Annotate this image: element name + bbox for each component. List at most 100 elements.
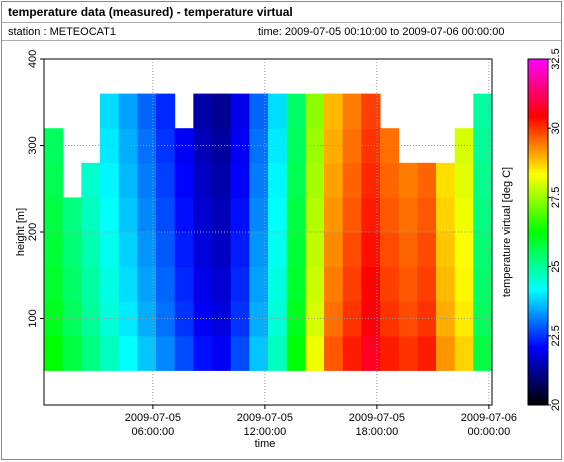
colorbar-tick-label: 30 xyxy=(550,122,562,134)
heatmap-cell xyxy=(62,301,82,337)
x-tick-label: 2009-07-05 18:00:00 xyxy=(349,412,405,438)
heatmap-cell xyxy=(380,232,400,268)
heatmap-cell xyxy=(212,266,232,302)
heatmap-cell xyxy=(305,162,325,198)
heatmap-cell xyxy=(398,162,418,198)
heatmap-cell xyxy=(100,232,120,268)
heatmap-cell xyxy=(454,266,474,302)
time-range: time: 2009-07-05 00:10:00 to 2009-07-06 … xyxy=(258,26,504,38)
heatmap-cell xyxy=(193,335,213,371)
heatmap-cell xyxy=(81,162,101,198)
heatmap-cell xyxy=(249,301,269,337)
heatmap-cell xyxy=(417,266,437,302)
colorbar-tick-label: 20 xyxy=(550,399,562,411)
heatmap-cell xyxy=(44,335,64,371)
heatmap-cell xyxy=(156,266,176,302)
heatmap-cell xyxy=(81,266,101,302)
heatmap-cell xyxy=(324,266,344,302)
heatmap-cell xyxy=(137,93,157,129)
colorbar-tick-label: 22.5 xyxy=(550,325,562,346)
heatmap-cell xyxy=(44,266,64,302)
heatmap-cell xyxy=(44,162,64,198)
heatmap-cell xyxy=(417,197,437,233)
heatmap-cell xyxy=(342,162,362,198)
x-tick-label: 2009-07-06 00:00:00 xyxy=(461,412,517,438)
y-tick-label: 300 xyxy=(27,136,39,154)
heatmap-cell xyxy=(268,93,288,129)
heatmap-cell xyxy=(230,266,250,302)
heatmap-cell xyxy=(268,266,288,302)
heatmap-cell xyxy=(193,93,213,129)
heatmap-cell xyxy=(324,301,344,337)
heatmap-cell xyxy=(361,335,381,371)
heatmap-cell xyxy=(137,197,157,233)
heatmap-cell xyxy=(212,93,232,129)
heatmap-cell xyxy=(249,335,269,371)
heatmap-cell xyxy=(212,232,232,268)
heatmap-cell xyxy=(286,197,306,233)
heatmap-cell xyxy=(249,162,269,198)
heatmap-cell xyxy=(118,162,138,198)
heatmap-cell xyxy=(81,335,101,371)
heatmap-cell xyxy=(380,162,400,198)
heatmap-cell xyxy=(118,232,138,268)
heatmap-cell xyxy=(361,197,381,233)
heatmap-cell xyxy=(454,232,474,268)
heatmap-cell xyxy=(212,162,232,198)
heatmap-cell xyxy=(137,162,157,198)
heatmap-cell xyxy=(268,128,288,164)
heatmap-cell xyxy=(454,335,474,371)
heatmap-cell xyxy=(62,266,82,302)
heatmap-cell xyxy=(361,301,381,337)
heatmap-cell xyxy=(44,197,64,233)
heatmap-cell xyxy=(193,128,213,164)
heatmap-cell xyxy=(118,93,138,129)
heatmap-cell xyxy=(268,197,288,233)
heatmap-cell xyxy=(324,197,344,233)
heatmap-cell xyxy=(100,301,120,337)
heatmap-cell xyxy=(193,301,213,337)
heatmap-cell xyxy=(324,128,344,164)
colorbar-tick-label: 32.5 xyxy=(550,48,562,69)
heatmap-cell xyxy=(174,162,194,198)
heatmap-cell xyxy=(286,162,306,198)
heatmap-cell xyxy=(436,301,456,337)
heatmap-cell xyxy=(286,266,306,302)
heatmap-cell xyxy=(230,197,250,233)
heatmap-cell xyxy=(342,128,362,164)
heatmap-cell xyxy=(398,266,418,302)
heatmap-cell xyxy=(156,162,176,198)
y-axis-label: height [m] xyxy=(15,208,27,256)
heatmap-cell xyxy=(473,335,493,371)
heatmap-cell xyxy=(268,301,288,337)
heatmap-cell xyxy=(436,162,456,198)
heatmap-cell xyxy=(417,335,437,371)
heatmap-cell xyxy=(230,93,250,129)
heatmap-cell xyxy=(398,232,418,268)
heatmap-cell xyxy=(286,232,306,268)
heatmap-cell xyxy=(156,301,176,337)
heatmap-cell xyxy=(193,197,213,233)
heatmap-cell xyxy=(417,301,437,337)
heatmap-cell xyxy=(118,266,138,302)
heatmap-cell xyxy=(156,197,176,233)
heatmap-cell xyxy=(342,197,362,233)
heatmap-cell xyxy=(118,335,138,371)
heatmap-cell xyxy=(174,335,194,371)
heatmap-cell xyxy=(286,93,306,129)
heatmap-cell xyxy=(473,162,493,198)
heatmap-cell xyxy=(137,266,157,302)
heatmap-cell xyxy=(305,232,325,268)
heatmap-cell xyxy=(100,162,120,198)
heatmap-cell xyxy=(156,335,176,371)
heatmap-cell xyxy=(454,162,474,198)
colorbar xyxy=(527,58,549,406)
heatmap-cell xyxy=(268,232,288,268)
y-tick-label: 400 xyxy=(27,50,39,68)
heatmap-cell xyxy=(174,197,194,233)
heatmap-cell xyxy=(305,335,325,371)
x-tick-label: 2009-07-05 06:00:00 xyxy=(125,412,181,438)
heatmap-cell xyxy=(305,266,325,302)
heatmap-cell xyxy=(398,301,418,337)
